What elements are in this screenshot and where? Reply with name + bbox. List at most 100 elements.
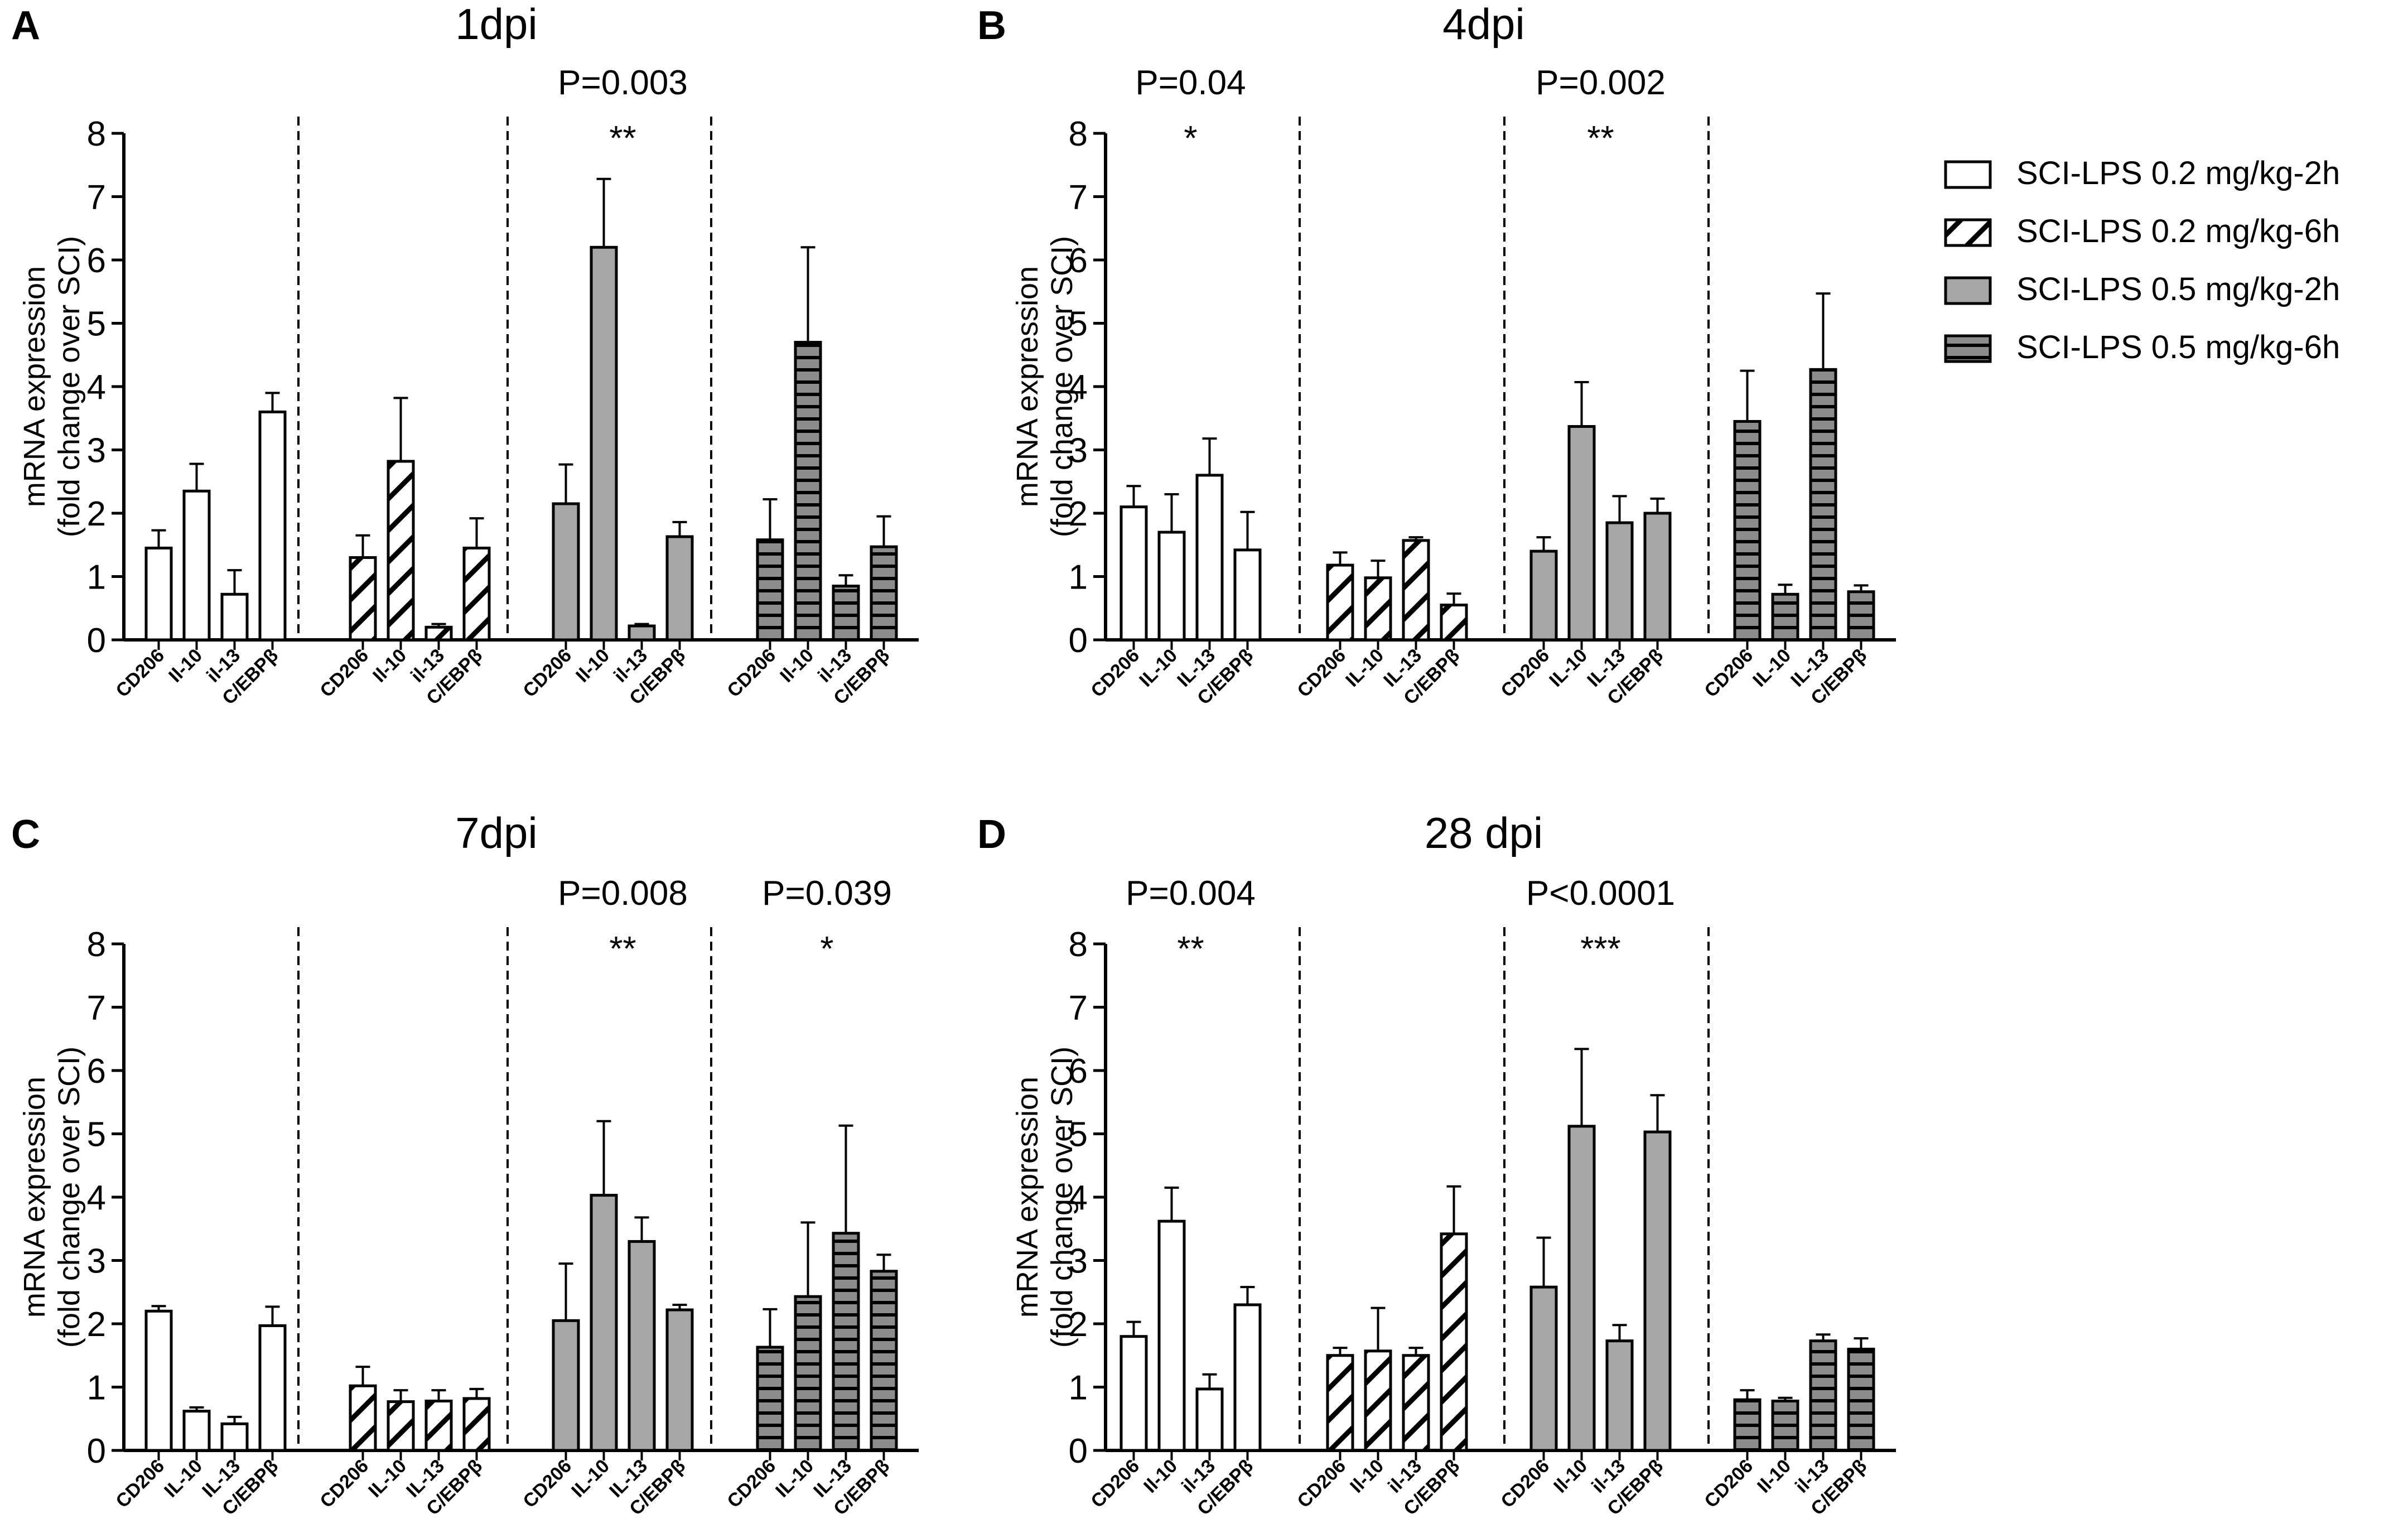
x-tick-label: CD206 (723, 1455, 780, 1512)
y-tick-label: 7 (87, 989, 106, 1028)
y-tick-label: 6 (1069, 1052, 1088, 1091)
x-tick-label: CD206 (1087, 1455, 1143, 1512)
chart-panel-a: A 1dpi mRNA expression(fold change over SC… (11, 0, 919, 709)
y-axis-label: mRNA expression(fold change over SCI) (1011, 236, 1079, 537)
x-tick-label: IL-10 (1545, 645, 1591, 691)
y-axis-label: mRNA expression(fold change over SCI) (18, 236, 86, 537)
y-tick-label: 0 (1069, 621, 1088, 660)
p-value-label: P=0.002 (1536, 64, 1666, 102)
y-tick-label: 4 (87, 368, 106, 407)
legend-swatch (1944, 218, 1992, 247)
x-tick-label: CD206 (519, 645, 576, 702)
y-tick-label: 7 (1069, 989, 1088, 1028)
bar (552, 502, 580, 642)
y-tick-label: 7 (87, 179, 106, 217)
y-tick-label: 8 (1069, 925, 1088, 964)
bar (1733, 1398, 1762, 1452)
bar (756, 538, 784, 642)
x-tick-label: IL-10 (364, 1455, 411, 1502)
legend-label: SCI-LPS 0.2 mg/kg-2h (2016, 155, 2340, 191)
y-tick-label: 3 (87, 1242, 106, 1281)
x-tick-label: CD206 (316, 1455, 373, 1512)
y-tick-label: 2 (1069, 495, 1088, 533)
bar (552, 1319, 580, 1452)
bar (794, 341, 822, 642)
bar (870, 1270, 898, 1452)
legend-label: SCI-LPS 0.2 mg/kg-6h (2016, 213, 2340, 249)
x-tick-label: CD206 (112, 645, 168, 702)
bar (1157, 1219, 1186, 1452)
chart-title: 28 dpi (1425, 808, 1543, 857)
legend-swatch (1944, 160, 1992, 189)
y-tick-label: 0 (1069, 1432, 1088, 1470)
legend-label: SCI-LPS 0.5 mg/kg-2h (2016, 271, 2340, 307)
x-tick-label: Il-10 (1550, 1455, 1591, 1497)
x-tick-label: CD206 (1497, 1455, 1553, 1512)
p-value-label: P=0.04 (1135, 64, 1246, 102)
panel-label: D (977, 812, 1006, 857)
bar (220, 592, 249, 642)
bar (1119, 505, 1148, 642)
p-value-label: P=0.003 (558, 64, 688, 102)
y-tick-label: 5 (1069, 1116, 1088, 1154)
y-tick-label: 3 (1069, 1242, 1088, 1281)
y-tick-label: 1 (87, 1369, 106, 1407)
x-tick-label: CD206 (723, 645, 780, 702)
x-tick-label: CD206 (1087, 645, 1143, 702)
chart-panel-c: C 7dpi mRNA expression(fold change over SC… (11, 808, 919, 1520)
y-tick-label: 1 (87, 558, 106, 597)
legend-label: SCI-LPS 0.5 mg/kg-6h (2016, 329, 2340, 365)
x-tick-label: CD206 (316, 645, 373, 702)
bar (1440, 1232, 1468, 1452)
x-tick-label: Il-10 (1753, 1455, 1795, 1497)
y-tick-label: 6 (87, 242, 106, 280)
bar (1847, 590, 1875, 642)
x-tick-label: IL-10 (1341, 645, 1388, 691)
x-tick-label: CD206 (519, 1455, 576, 1512)
bar (1402, 1354, 1430, 1452)
bar (1643, 512, 1672, 642)
x-tick-label: Il-10 (572, 645, 614, 687)
bar (1847, 1347, 1875, 1452)
bar (590, 1194, 618, 1452)
bar (1605, 521, 1634, 642)
bar (1605, 1339, 1634, 1452)
x-tick-label: IL-10 (1749, 645, 1795, 691)
y-tick-label: 4 (1069, 368, 1088, 407)
x-tick-label: IL-10 (771, 1455, 818, 1502)
bar (1364, 1349, 1392, 1452)
bar (1233, 1303, 1262, 1452)
bar (832, 585, 860, 642)
y-tick-label: 7 (1069, 179, 1088, 217)
bar (144, 546, 173, 642)
significance-stars: *** (1580, 930, 1620, 968)
bar (258, 410, 287, 642)
bar (1364, 576, 1392, 642)
bar (870, 545, 898, 642)
y-tick-label: 0 (87, 621, 106, 660)
y-tick-label: 4 (87, 1179, 106, 1217)
y-tick-label: 2 (1069, 1305, 1088, 1344)
bar (1567, 1125, 1596, 1452)
bar (462, 1397, 491, 1452)
bar (1529, 1285, 1558, 1452)
x-tick-label: CD206 (1497, 645, 1553, 702)
bar (387, 460, 415, 642)
significance-stars: * (1184, 119, 1197, 158)
bar (220, 1422, 249, 1452)
bar (756, 1346, 784, 1452)
y-tick-label: 6 (1069, 242, 1088, 280)
y-tick-label: 5 (87, 1116, 106, 1154)
p-value-label: P=0.008 (558, 874, 688, 913)
bar (665, 535, 694, 642)
legend: SCI-LPS 0.2 mg/kg-2h SCI-LPS 0.2 mg/kg-6h… (1944, 155, 2340, 365)
bar (1567, 425, 1596, 642)
bar (1809, 1339, 1837, 1452)
bar (628, 1240, 656, 1452)
x-tick-label: CD206 (1293, 1455, 1350, 1512)
y-tick-label: 2 (87, 1305, 106, 1344)
bar (258, 1324, 287, 1452)
bar (1643, 1130, 1672, 1452)
bar (628, 624, 656, 642)
bar (144, 1309, 173, 1452)
